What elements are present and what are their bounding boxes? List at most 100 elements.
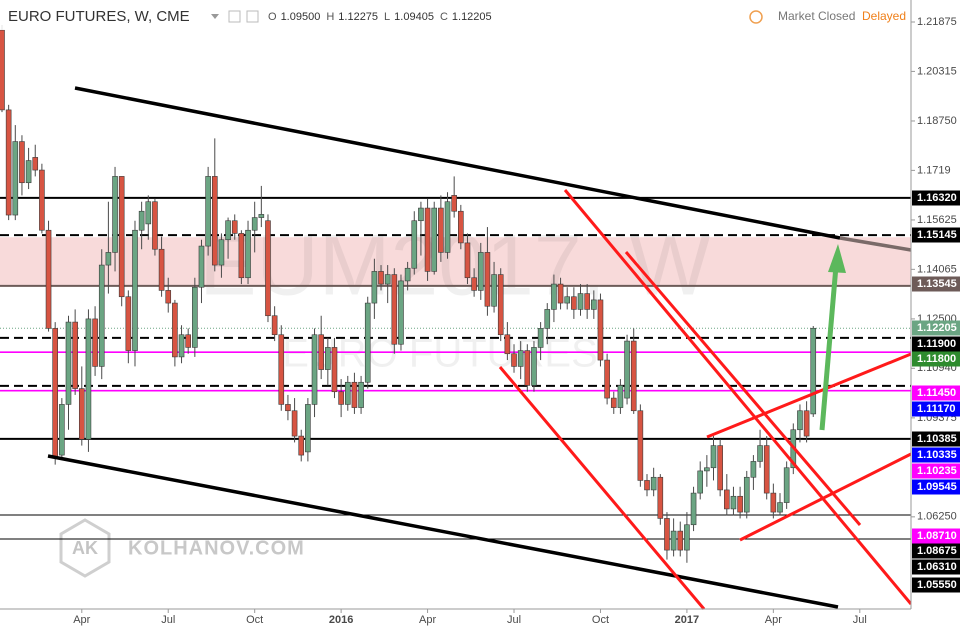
price-badge	[912, 431, 960, 447]
candle-body	[0, 29, 5, 111]
candle-body	[52, 328, 58, 459]
candle-body	[750, 461, 757, 478]
ohlc-value: 1.12205	[452, 11, 492, 23]
candle-body	[305, 404, 311, 453]
trend-line	[624, 251, 862, 526]
candle-body	[185, 334, 191, 348]
candle-body	[491, 274, 497, 307]
candle-body	[78, 388, 85, 440]
hide-icon[interactable]	[246, 10, 259, 23]
candle-body	[125, 296, 132, 351]
dropdown-icon[interactable]	[211, 14, 219, 19]
x-tick-label: Apr	[419, 614, 436, 626]
candle-body	[358, 381, 364, 408]
zone-layer	[0, 237, 911, 286]
candle-body	[72, 321, 78, 389]
trend-line	[47, 454, 839, 609]
header-title: EURO FUTURES, W, CME	[8, 8, 190, 25]
x-tick-label: Oct	[592, 614, 609, 626]
trend-line	[563, 189, 913, 605]
x-tick-label: 2016	[329, 614, 353, 626]
candle-body	[444, 201, 451, 253]
price-badge-label: 1.13545	[917, 278, 957, 290]
candle-body	[145, 201, 152, 225]
candle-body	[311, 334, 318, 405]
x-tick-label: 2017	[675, 614, 699, 626]
candle-body	[158, 248, 165, 291]
candle-body	[650, 476, 657, 491]
candle-body	[404, 267, 411, 282]
candle-body	[245, 229, 251, 279]
candle-body	[418, 207, 424, 222]
logo-hexagon	[59, 518, 111, 578]
candle-body	[112, 176, 118, 253]
candle-body	[458, 210, 464, 244]
price-badge-label: 1.10385	[917, 433, 957, 445]
candle-body	[803, 410, 810, 437]
candle-body	[118, 176, 125, 298]
candle-body	[777, 502, 783, 513]
candle-body	[298, 435, 305, 456]
candle-body	[704, 467, 710, 472]
price-badge	[912, 447, 960, 463]
candle-body	[5, 109, 12, 216]
y-tick-label: 1.15625	[917, 214, 957, 226]
candle-body	[497, 274, 504, 336]
drawings	[47, 86, 913, 610]
trend-line	[739, 452, 912, 542]
candle-body	[132, 229, 138, 351]
candle-body	[251, 217, 258, 231]
candle-body	[511, 353, 517, 367]
settings-icon[interactable]	[228, 10, 241, 23]
x-tick-label: Jul	[161, 614, 175, 626]
price-badge-label: 1.10335	[917, 449, 957, 461]
candle-body	[291, 410, 298, 437]
candle-body	[717, 445, 723, 491]
candle-body	[724, 489, 730, 510]
candle-body	[451, 195, 457, 212]
x-tick-label: Apr	[73, 614, 90, 626]
candle-body	[757, 445, 763, 462]
price-badge-label: 1.10235	[917, 465, 957, 477]
candle-body	[783, 467, 790, 503]
candle-body	[690, 492, 697, 526]
candle-body	[12, 141, 19, 216]
candle-body	[697, 470, 704, 494]
candle-body	[338, 391, 344, 405]
price-lines	[0, 196, 911, 540]
candle-body	[684, 524, 690, 551]
price-badge-label: 1.06310	[917, 561, 957, 573]
y-tick-label: 1.21875	[917, 16, 957, 28]
candle-body	[551, 283, 557, 310]
price-badge	[912, 276, 960, 292]
candle-body	[371, 271, 378, 304]
candle-body	[677, 530, 684, 551]
candle-body	[484, 252, 491, 307]
candle-body	[730, 495, 737, 510]
candle-body	[624, 340, 630, 399]
ohlc-key: O	[268, 11, 277, 23]
candle-body	[763, 445, 770, 494]
candle-body	[138, 210, 145, 231]
ohlc-key: H	[326, 11, 334, 23]
price-badge-label: 1.11900	[917, 338, 956, 350]
ohlc-value: 1.09500	[281, 11, 321, 23]
price-badge	[912, 385, 960, 401]
ohlc-value: 1.09405	[394, 11, 434, 23]
market-status: Market Closed	[778, 9, 855, 23]
candle-body	[351, 381, 358, 408]
candle-body	[231, 220, 238, 234]
candle-body	[384, 274, 391, 285]
x-tick-label: Jul	[853, 614, 867, 626]
candle-body	[344, 381, 351, 405]
y-tick-label: 1.20315	[917, 65, 957, 77]
price-badge-label: 1.16320	[917, 192, 957, 204]
trend-line	[498, 366, 706, 610]
ohlc-value: 1.12275	[338, 11, 378, 23]
trend-line	[74, 86, 841, 240]
candle-body	[65, 321, 72, 405]
candle-body	[105, 252, 112, 266]
candle-body	[178, 334, 185, 358]
price-badges: 1.16320 1.15145 1.13545 1.12205 1.11900 1.118…	[912, 190, 960, 593]
